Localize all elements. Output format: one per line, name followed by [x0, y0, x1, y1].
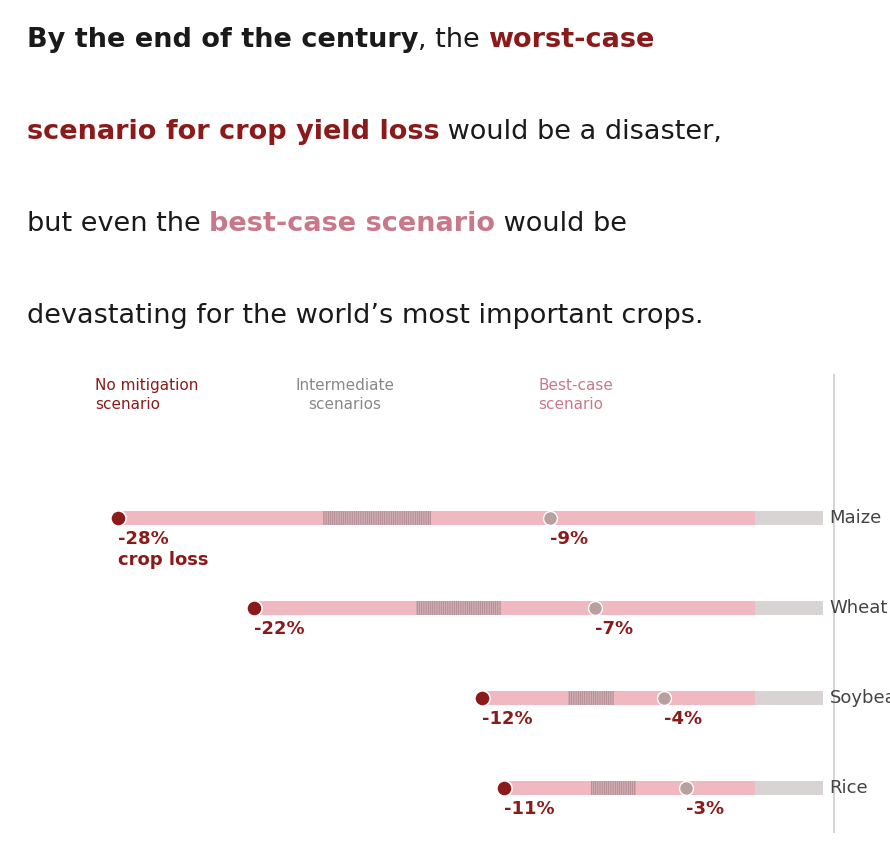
Text: Wheat: Wheat [829, 599, 888, 617]
Text: -3%: -3% [686, 800, 724, 819]
Bar [481, 691, 822, 705]
Text: Soybean: Soybean [829, 689, 890, 707]
Bar [255, 601, 822, 615]
Bar [117, 511, 822, 524]
Text: Best-case
scenario: Best-case scenario [538, 378, 613, 412]
Text: No mitigation
scenario: No mitigation scenario [95, 378, 198, 412]
Text: Maize: Maize [829, 509, 882, 527]
Text: worst-case: worst-case [489, 27, 655, 54]
Text: would be a disaster,: would be a disaster, [440, 119, 722, 145]
Bar [323, 511, 431, 524]
Text: Intermediate
scenarios: Intermediate scenarios [295, 378, 394, 412]
Bar [417, 601, 501, 615]
Bar [505, 781, 755, 795]
Text: -11%: -11% [505, 800, 555, 819]
Text: -22%: -22% [255, 620, 304, 638]
Text: -12%: -12% [481, 710, 532, 728]
Text: -9%: -9% [550, 530, 588, 548]
Bar [255, 601, 755, 615]
Text: -28%: -28% [117, 530, 168, 548]
Text: crop loss: crop loss [117, 551, 208, 569]
Text: By the end of the century: By the end of the century [27, 27, 418, 54]
Bar [117, 511, 755, 524]
Text: , the: , the [418, 27, 489, 54]
Text: best-case scenario: best-case scenario [209, 211, 495, 237]
Text: devastating for the world’s most important crops.: devastating for the world’s most importa… [27, 303, 703, 329]
Bar [568, 691, 613, 705]
Text: but even the: but even the [27, 211, 209, 237]
Text: scenario for crop yield loss: scenario for crop yield loss [27, 119, 440, 145]
Text: -4%: -4% [664, 710, 701, 728]
Text: -7%: -7% [595, 620, 634, 638]
Text: would be: would be [495, 211, 627, 237]
Text: Rice: Rice [829, 779, 869, 797]
Bar [505, 781, 822, 795]
Bar [481, 691, 755, 705]
Bar [591, 781, 636, 795]
